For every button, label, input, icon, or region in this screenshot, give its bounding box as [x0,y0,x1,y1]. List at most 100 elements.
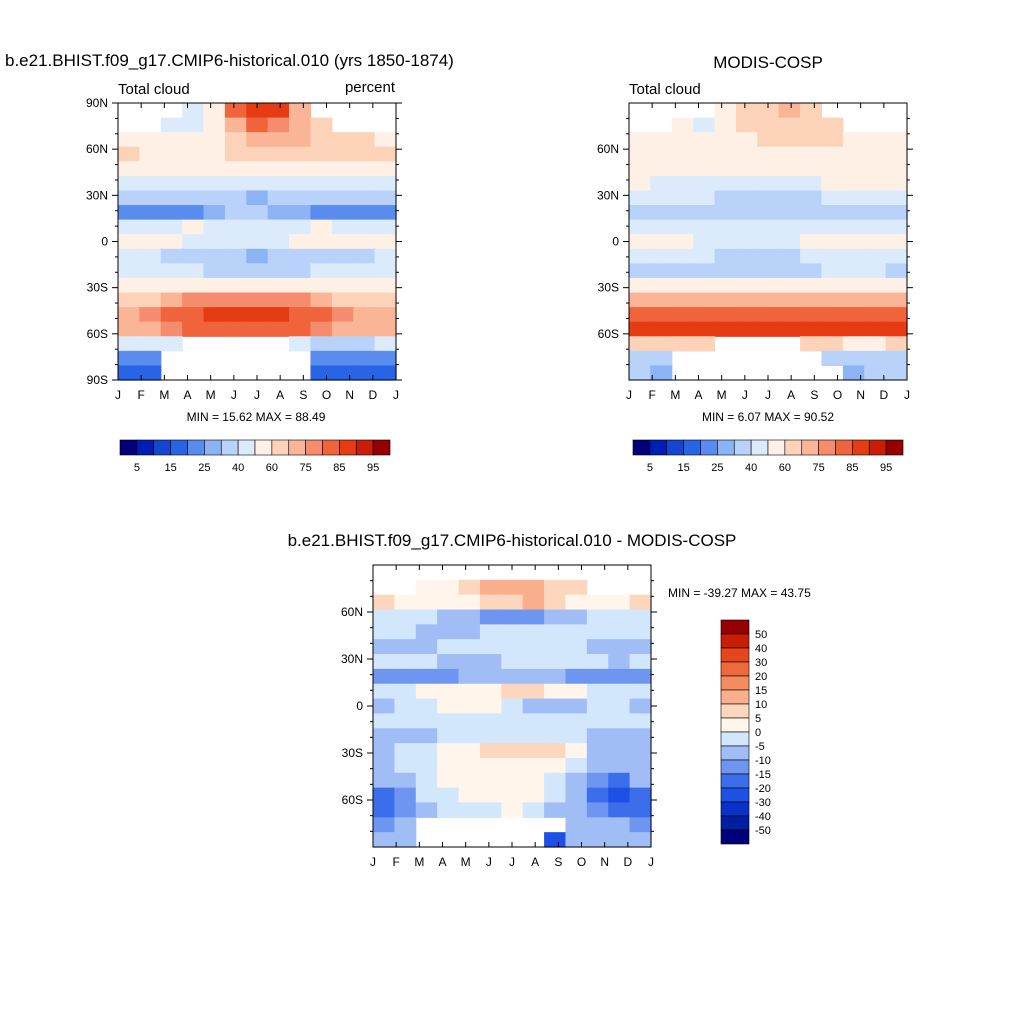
x-tick-label: S [810,388,818,402]
heatmap-cell [458,772,481,789]
y-tick-label: 60S [598,327,619,341]
colorbar-swatch [720,787,750,803]
heatmap-cell [671,205,694,221]
heatmap-cell [394,594,417,611]
heatmap-cell [757,263,780,279]
heatmap-cell [608,639,631,655]
x-tick-label: M [159,388,169,402]
heatmap-cell [714,103,737,119]
heatmap-cell [501,698,524,715]
heatmap-cell [182,161,205,177]
heatmap-cell [608,624,631,640]
colorbar-label: -20 [755,783,771,795]
heatmap-cell [479,654,502,670]
heatmap-cell [522,698,545,715]
heatmap-cell [693,117,716,133]
heatmap-cell [735,132,758,148]
heatmap-cell [118,161,140,177]
heatmap-cell [864,234,887,250]
heatmap-cell [757,307,780,323]
heatmap-cell [479,802,502,818]
heatmap-cell [608,772,631,789]
heatmap-cell [501,654,524,670]
heatmap-cell [650,234,673,250]
heatmap-cell [479,668,502,685]
heatmap-cell [671,117,694,133]
colorbar-swatch [720,717,750,733]
heatmap-cell [800,234,823,250]
heatmap-cell [374,219,397,235]
heatmap-cell [629,802,652,818]
heatmap-cell [373,639,395,655]
heatmap-cell [310,365,333,381]
colorbar-label: -50 [755,825,771,837]
heatmap-cell [885,161,908,177]
heatmap-cell [374,365,397,381]
heatmap-cell [373,743,395,759]
heatmap-cell [160,219,183,235]
heatmap-cell [331,321,354,337]
heatmap-cell [800,175,823,192]
heatmap-cell [203,132,226,148]
heatmap-cell [394,728,417,744]
heatmap-cell [139,277,162,294]
x-tick-label: J [626,388,632,402]
heatmap-cell [118,277,140,294]
heatmap-cell [118,234,140,250]
heatmap-cell [458,609,481,625]
colorbar-swatch [818,439,836,456]
heatmap-cell [693,161,716,177]
heatmap-cell [544,654,567,670]
colorbar-swatch [750,439,769,456]
heatmap-cell [394,668,417,685]
colorbar-label: 50 [755,629,767,641]
heatmap-cell [650,219,673,235]
heatmap-cell [586,772,609,789]
heatmap-cell [714,277,737,294]
y-tick-label: 60N [86,142,108,156]
heatmap-cell [415,757,438,774]
heatmap-cell [267,321,290,337]
heatmap-cell [203,146,226,162]
heatmap-cell [735,146,758,162]
colorbar-swatch [720,815,750,831]
heatmap-cell [544,624,567,640]
heatmap-cell [629,639,652,655]
heatmap-cell [182,190,205,206]
colorbar-label: 10 [755,699,767,711]
heatmap-cell [608,713,631,729]
heatmap-cell [246,190,269,206]
colorbar-swatch [717,439,735,456]
heatmap-cell [864,350,887,367]
heatmap-cell [693,248,716,264]
heatmap-cell [629,132,651,148]
heatmap-cell [310,175,333,192]
colorbar-swatch [720,633,750,649]
heatmap-cell [565,772,588,789]
heatmap-cell [182,307,205,323]
colorbar-label: -10 [755,755,771,767]
colorbar-label: 60 [779,462,791,474]
heatmap-cell [629,713,652,729]
colorbar-swatch [720,703,750,719]
heatmap-cell [458,802,481,818]
colorbar-label: 5 [134,462,140,474]
heatmap-cell [629,728,652,744]
heatmap-cell [437,579,460,596]
x-tick-label: J [231,388,237,402]
heatmap-cell [842,205,865,221]
heatmap-cell [331,175,354,192]
heatmap-cell [522,728,545,744]
heatmap-cell [118,321,140,337]
heatmap-cell [821,321,844,337]
heatmap-cell [565,594,588,611]
colorbar-swatch [720,801,750,817]
y-tick-label: 0 [612,235,619,249]
y-tick-label: 0 [356,699,363,713]
heatmap-cell [331,350,354,367]
heatmap-cell [821,292,844,308]
heatmap-cell [821,350,844,367]
heatmap-cell [608,609,631,625]
heatmap-cell [118,350,140,367]
